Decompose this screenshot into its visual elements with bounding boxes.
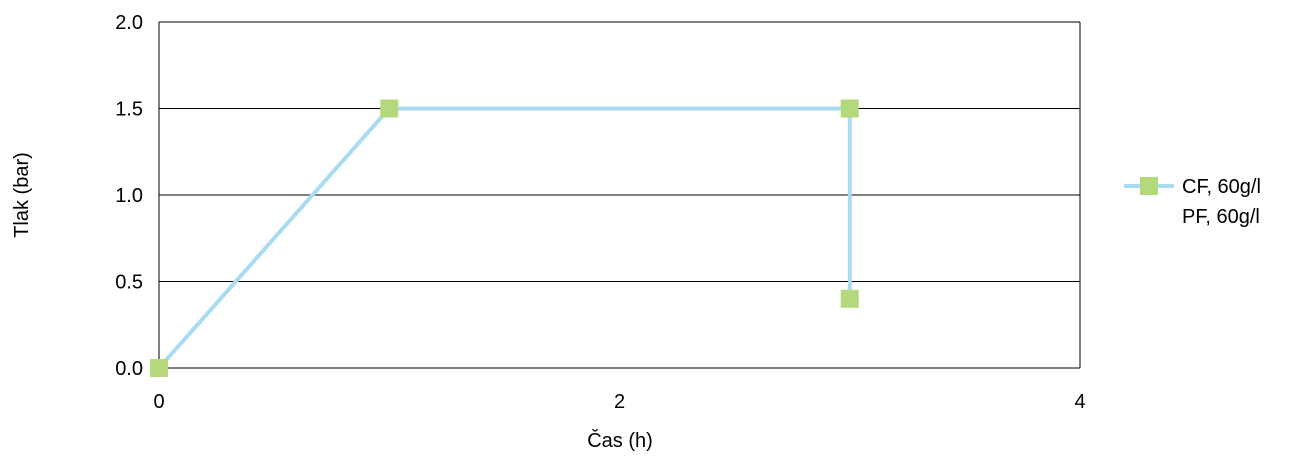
series-point-marker bbox=[840, 99, 859, 118]
series-point-marker bbox=[150, 359, 168, 377]
x-tick-label: 0 bbox=[153, 391, 164, 413]
series-layer bbox=[150, 99, 859, 377]
series-line bbox=[157, 106, 852, 370]
x-tick-label: 4 bbox=[1074, 391, 1085, 413]
legend-label: CF, 60g/l bbox=[1182, 176, 1261, 198]
y-tick-label: 2.0 bbox=[115, 12, 143, 34]
series-point-marker bbox=[380, 99, 399, 118]
axes: 0.0 0.5 1.0 1.5 2.0 0 2 4 bbox=[115, 12, 1085, 413]
y-tick-label: 1.0 bbox=[115, 185, 143, 207]
x-tick-label: 2 bbox=[614, 391, 625, 413]
legend-marker-swatch bbox=[1140, 177, 1158, 195]
y-tick-label: 0.5 bbox=[115, 272, 143, 294]
series-point-marker bbox=[840, 289, 859, 308]
x-axis-title: Čas (h) bbox=[587, 429, 653, 452]
grid bbox=[159, 21, 1080, 369]
legend: CF, 60g/l PF, 60g/l bbox=[1124, 176, 1261, 228]
y-tick-label: 1.5 bbox=[115, 99, 143, 121]
y-tick-label: 0.0 bbox=[115, 358, 143, 380]
legend-label: PF, 60g/l bbox=[1182, 206, 1260, 228]
y-axis-title: Tlak (bar) bbox=[11, 152, 33, 238]
